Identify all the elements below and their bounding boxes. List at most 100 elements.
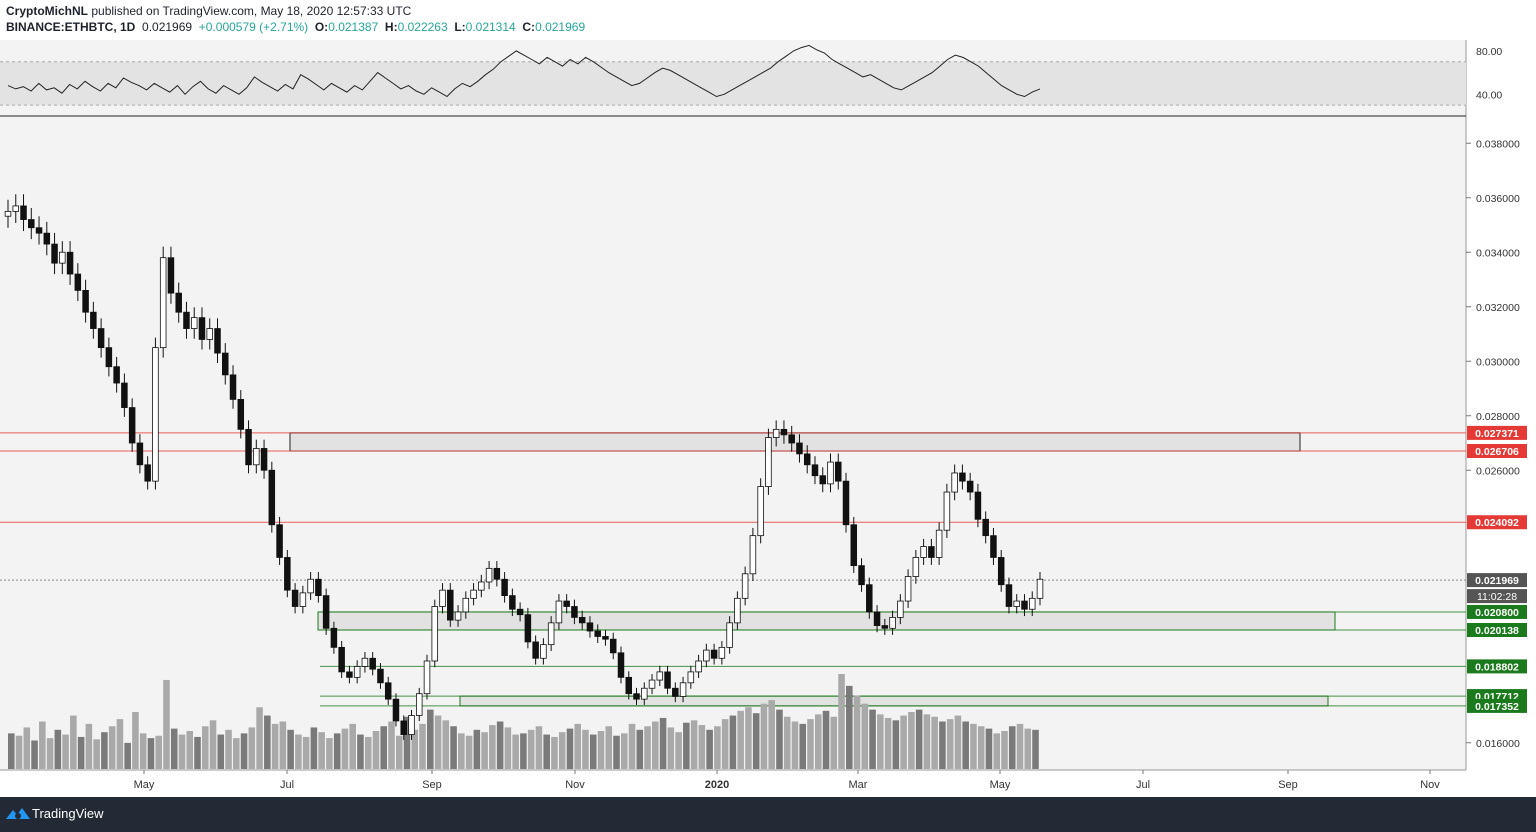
candle-body-66 [516, 608, 524, 616]
candle-body-78 [609, 638, 617, 654]
candle-body-75 [586, 622, 594, 632]
price-tick-2: 0.034000 [1476, 247, 1520, 259]
chart-svg[interactable]: 80.00 40.00 0.038000 0.036000 0.034000 0.032… [0, 40, 1536, 797]
levels-layer [0, 432, 1466, 707]
author-name[interactable]: CryptoMichNL [6, 4, 88, 18]
candle-body-7 [59, 251, 66, 264]
volume-bar-122 [954, 715, 962, 769]
volume-bar-23 [186, 731, 194, 769]
candle-body-125 [974, 491, 982, 520]
candle-body-106 [827, 461, 834, 485]
volume-bar-50 [395, 735, 403, 769]
volume-bar-66 [520, 733, 527, 769]
candles-layer[interactable] [4, 194, 1044, 740]
time-tick-8: Sep [1278, 779, 1298, 791]
volume-bar-132 [1032, 729, 1039, 769]
candle-body-129 [1005, 584, 1013, 607]
chart-area[interactable]: 80.00 40.00 0.038000 0.036000 0.034000 0.032… [0, 40, 1536, 797]
volume-bar-131 [1024, 728, 1032, 769]
symbol-label[interactable]: BINANCE:ETHBTC, 1D [6, 20, 136, 34]
level-label-bg-7 [1467, 698, 1527, 713]
header-bar: CryptoMichNL published on TradingView.co… [0, 0, 1536, 40]
volume-bar-127 [993, 733, 1001, 769]
volume-bar-83 [652, 721, 659, 769]
candle-body-10 [82, 289, 89, 313]
volume-bar-12 [101, 732, 108, 769]
volume-bar-130 [1016, 723, 1024, 769]
volume-bar-87 [683, 722, 690, 769]
tradingview-brand[interactable]: TradingView [32, 806, 104, 821]
volume-bar-75 [589, 734, 597, 769]
open-value: 0.021387 [328, 20, 379, 34]
candle-body-79 [617, 652, 625, 678]
volume-bar-58 [458, 733, 465, 769]
volume-bar-56 [442, 720, 450, 769]
candle-body-65 [509, 595, 516, 610]
candle-body-4 [35, 227, 43, 234]
candle-body-109 [850, 524, 858, 567]
countdown-label-bg [1467, 589, 1527, 604]
time-tick-3: Nov [565, 779, 585, 791]
volume-bar-84 [659, 717, 667, 769]
volume-bar-64 [504, 727, 512, 769]
high-value: 0.022263 [397, 20, 448, 34]
candle-body-37 [291, 589, 299, 607]
volume-bar-110 [861, 703, 869, 769]
level-label-bg-2 [1467, 515, 1527, 530]
candle-body-63 [493, 567, 501, 580]
time-tick-6: May [990, 779, 1011, 791]
volume-bar-123 [962, 721, 969, 769]
volume-bar-120 [939, 721, 946, 769]
candle-body-104 [811, 464, 819, 477]
volume-bar-109 [853, 695, 861, 769]
candle-body-86 [672, 687, 679, 697]
volume-bar-116 [908, 712, 915, 769]
volume-bar-63 [496, 721, 504, 769]
volume-bar-61 [481, 732, 488, 769]
rsi-pane[interactable]: 80.00 40.00 [0, 44, 1502, 106]
tradingview-logo-icon[interactable] [6, 805, 30, 823]
candle-body-50 [392, 698, 400, 722]
candle-body-29 [229, 374, 237, 400]
candle-body-8 [66, 251, 74, 275]
volume-bar-36 [287, 729, 294, 769]
high-label: H: [384, 20, 398, 34]
price-tick-5: 0.028000 [1476, 411, 1520, 423]
volume-bar-96 [752, 713, 760, 769]
time-axis: May Jul Sep Nov 2020 Mar May Jul Sep Nov [134, 770, 1440, 791]
volume-bar-85 [667, 727, 675, 769]
candle-body-53 [415, 693, 423, 716]
candle-body-96 [749, 535, 757, 575]
level-label-5: 0.018802 [1475, 661, 1519, 673]
volume-bar-48 [380, 726, 388, 769]
volume-bar-114 [892, 720, 900, 769]
volume-bar-86 [675, 732, 682, 769]
time-tick-1: Jul [280, 779, 294, 791]
volume-bar-101 [791, 721, 799, 769]
volume-bar-95 [745, 707, 752, 769]
candle-body-93 [726, 622, 733, 648]
volume-bar-4 [39, 721, 46, 769]
volume-bar-97 [760, 703, 768, 769]
candle-body-68 [532, 641, 539, 659]
volume-bar-24 [194, 736, 201, 769]
volume-bar-125 [977, 726, 985, 769]
volume-bar-47 [372, 731, 380, 769]
price-labels-layer: 0.027371 0.026706 0.024092 0.020800 0.020138… [1467, 425, 1527, 713]
volume-bar-71 [558, 732, 566, 769]
candle-body-58 [454, 611, 462, 621]
candle-body-47 [369, 657, 376, 670]
volume-bar-41 [326, 738, 333, 769]
candle-body-30 [237, 398, 245, 430]
candle-body-38 [299, 592, 307, 607]
countdown-label: 11:02:28 [1477, 591, 1517, 603]
candle-body-36 [284, 557, 291, 591]
volume-bar-104 [814, 714, 822, 769]
volume-bar-93 [729, 715, 737, 769]
candle-body-35 [276, 524, 283, 558]
candle-body-26 [206, 328, 213, 340]
volume-bar-119 [931, 716, 938, 769]
volume-bar-111 [869, 709, 876, 769]
volume-bar-22 [178, 734, 186, 769]
volume-bar-121 [946, 719, 954, 769]
